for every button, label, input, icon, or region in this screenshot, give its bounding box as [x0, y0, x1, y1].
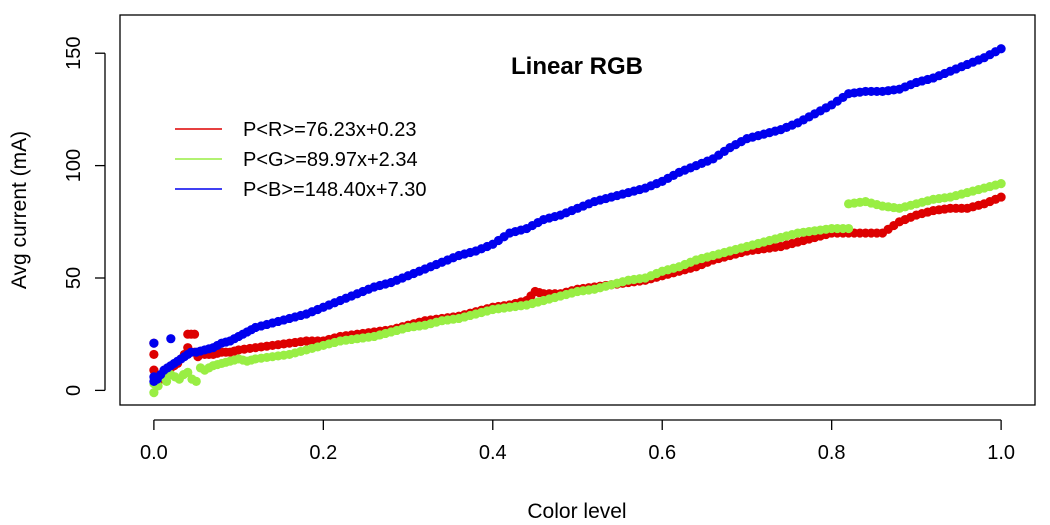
- data-point: [844, 223, 854, 234]
- chart-title: Linear RGB: [511, 53, 643, 80]
- series-green-points: [149, 178, 1006, 398]
- y-tick-label: 150: [63, 37, 85, 70]
- data-point: [149, 338, 159, 348]
- legend-label: P<R>=76.23x+0.23: [243, 119, 416, 141]
- data-point: [161, 376, 172, 386]
- x-axis: 0.0 0.2 0.4 0.6 0.8 1.0: [140, 419, 1015, 464]
- series-blue-points: [149, 44, 1006, 386]
- data-point: [996, 44, 1006, 54]
- plot-frame: [119, 14, 1036, 406]
- data-point: [149, 349, 159, 360]
- data-points: [149, 44, 1006, 398]
- data-point: [996, 178, 1006, 189]
- y-tick-label: 50: [63, 267, 85, 289]
- data-point: [996, 192, 1006, 202]
- x-tick-label: 0.8: [818, 442, 846, 464]
- data-point: [183, 367, 193, 378]
- y-axis: 0 50 100 150: [63, 37, 106, 396]
- y-axis-title: Avg current (mA): [8, 131, 31, 289]
- y-tick-label: 0: [63, 385, 85, 396]
- x-tick-label: 0.0: [140, 442, 168, 464]
- x-tick-label: 1.0: [987, 442, 1015, 464]
- data-point: [149, 365, 159, 375]
- data-point: [191, 376, 201, 386]
- x-tick-label: 0.4: [479, 442, 507, 464]
- legend-label: P<G>=89.97x+2.34: [243, 149, 418, 171]
- x-tick-label: 0.2: [309, 442, 337, 464]
- x-tick-label: 0.6: [648, 442, 676, 464]
- y-tick-label: 100: [63, 149, 85, 182]
- legend-label: P<B>=148.40x+7.30: [243, 179, 427, 201]
- data-point: [149, 388, 159, 398]
- legend: P<R>=76.23x+0.23 P<G>=89.97x+2.34 P<B>=148…: [175, 119, 427, 201]
- data-point: [189, 329, 200, 339]
- x-axis-title: Color level: [527, 500, 626, 523]
- data-point: [166, 334, 176, 344]
